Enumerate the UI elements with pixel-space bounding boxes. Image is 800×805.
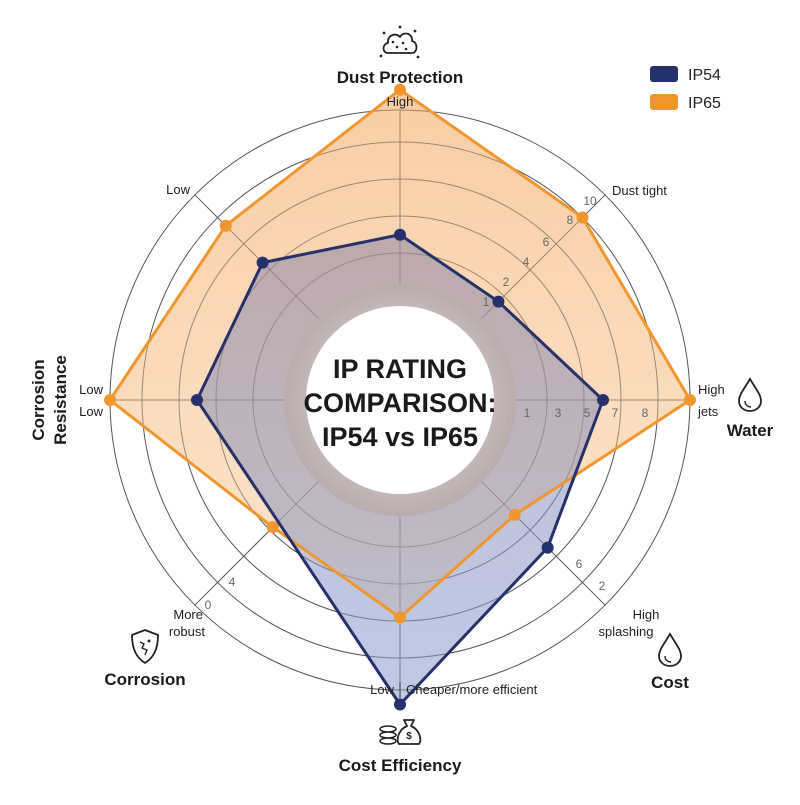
legend-swatch-ip65 <box>650 94 678 110</box>
series-point-ip65 <box>104 394 116 406</box>
legend-label-ip65: IP65 <box>688 95 721 112</box>
center-title: IP RATING COMPARISON: IP54 vs IP65 <box>304 354 497 452</box>
spoke-label-high-splashing-2: splashing <box>599 624 654 639</box>
tick-label: 6 <box>576 557 583 571</box>
spoke-label-high-splashing-1: High <box>633 607 660 622</box>
spoke-label-low-left-1: Low <box>79 382 103 397</box>
tick-label: 1 <box>483 295 490 309</box>
tick-label: 5 <box>584 406 591 420</box>
svg-text:$: $ <box>406 731 412 742</box>
axis-title-corrosion-resistance-1: Corrosion <box>29 359 48 440</box>
spoke-label-more-robust-2: robust <box>169 624 206 639</box>
tick-label: 8 <box>642 406 649 420</box>
series-point-ip65 <box>266 521 279 534</box>
series-point-ip65 <box>576 211 589 224</box>
tick-label: 3 <box>555 406 562 420</box>
water-drop-icon <box>738 377 762 412</box>
series-lines <box>104 83 696 711</box>
tick-label: 6 <box>543 235 550 249</box>
series-point-ip65 <box>219 219 232 232</box>
spoke-label-high-jets-1: High <box>698 382 725 397</box>
spoke-label-high: High <box>387 94 414 109</box>
shield-icon <box>131 629 159 664</box>
center-title-line-1: IP RATING <box>333 354 467 384</box>
tick-label: 2 <box>599 579 606 593</box>
tick-label: 4 <box>523 255 530 269</box>
tick-label: 2 <box>503 275 510 289</box>
series-point-ip65 <box>394 83 406 96</box>
tick-label: 10 <box>583 194 597 208</box>
series-point-ip65 <box>394 611 406 624</box>
spoke-label-low-left-2: Low <box>79 404 103 419</box>
axis-title-dust-protection: Dust Protection <box>337 68 464 87</box>
spoke-label-cheaper: Cheaper/more efficient <box>406 682 538 697</box>
center-disc <box>284 284 516 516</box>
water-drop-icon <box>658 632 682 667</box>
spoke-label-more-robust-1: More <box>173 607 203 622</box>
axis-title-cost-efficiency: Cost Efficiency <box>339 756 462 775</box>
axis-labels: Dust Protection Water Cost Cost Efficiency C… <box>29 68 774 775</box>
center-title-line-2: COMPARISON: <box>304 388 497 418</box>
dust-cloud-icon <box>379 25 420 59</box>
series-point-ip54 <box>394 698 406 711</box>
tick-label: 1 <box>524 406 531 420</box>
axis-title-cost: Cost <box>651 673 689 692</box>
spoke-label-high-jets-2: jets <box>697 404 719 419</box>
tick-label: 0 <box>205 598 212 612</box>
series-point-ip65 <box>684 394 696 406</box>
series-point-ip65 <box>508 508 521 521</box>
legend-swatch-ip54 <box>650 66 678 82</box>
series-point-ip54 <box>394 228 406 241</box>
spoke-label-dust-tight: Dust tight <box>612 183 667 198</box>
center-title-line-3: IP54 vs IP65 <box>322 422 478 452</box>
series-point-ip54 <box>191 394 203 406</box>
series-line-ip54 <box>195 233 605 706</box>
tick-label: 4 <box>229 575 236 589</box>
legend: IP54 IP65 <box>650 66 721 112</box>
money-bag-coins-icon: $ <box>379 719 422 745</box>
axis-title-corrosion: Corrosion <box>104 670 185 689</box>
series-point-ip54 <box>492 295 505 308</box>
legend-label-ip54: IP54 <box>688 67 721 84</box>
tick-label: 7 <box>612 406 619 420</box>
series-point-ip54 <box>597 394 609 406</box>
series-point-ip54 <box>541 541 554 554</box>
series-point-ip54 <box>256 256 269 269</box>
axis-title-water: Water <box>727 421 774 440</box>
axis-title-corrosion-resistance-2: Resistance <box>51 355 70 445</box>
tick-label: 8 <box>567 213 574 227</box>
axis-icons: $ <box>131 25 762 745</box>
spoke-label-low-upper-left: Low <box>166 182 190 197</box>
spoke-label-low-cost: Low <box>370 682 394 697</box>
center-disc-white <box>306 306 494 494</box>
